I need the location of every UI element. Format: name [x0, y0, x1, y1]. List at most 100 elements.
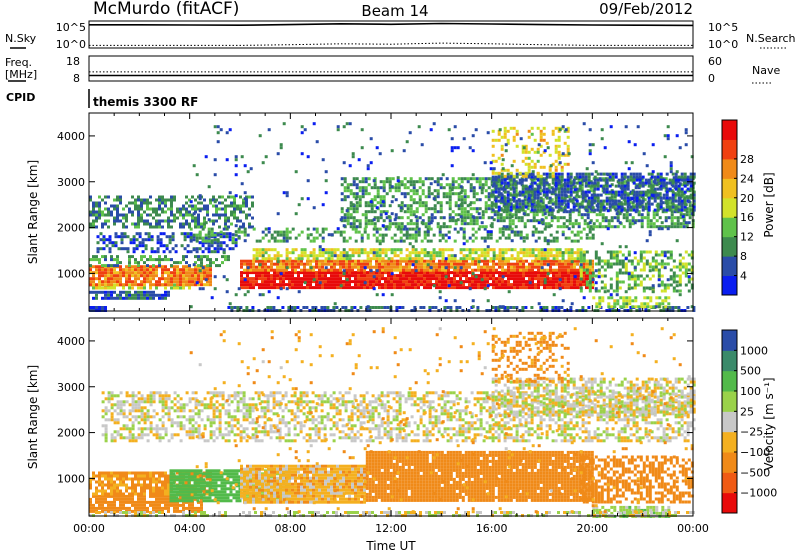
power-cell: [309, 274, 312, 278]
power-cell: [582, 277, 585, 281]
power-cell: [279, 265, 282, 269]
power-cell: [532, 213, 536, 217]
power-cell: [249, 271, 252, 275]
power-cell: [550, 213, 554, 217]
power-cell: [634, 299, 638, 303]
power-cell: [158, 207, 161, 211]
power-cell: [146, 296, 149, 300]
power-cell: [526, 204, 530, 208]
power-cell: [92, 306, 95, 309]
power-cell: [273, 283, 276, 287]
power-cell: [652, 222, 656, 226]
power-cell: [588, 283, 592, 287]
power-cell: [414, 262, 417, 266]
power-cell: [615, 283, 619, 287]
power-cell: [315, 277, 318, 281]
power-cell: [579, 248, 583, 252]
power-cell: [558, 274, 561, 278]
power-cell: [336, 274, 339, 278]
power-cell: [384, 262, 387, 266]
power-cell: [615, 262, 619, 266]
power-cell: [333, 271, 336, 275]
power-cell: [454, 213, 458, 217]
power-cell: [519, 277, 522, 281]
power-cell: [444, 286, 447, 290]
power-cell: [273, 280, 276, 284]
power-cell: [261, 257, 265, 261]
power-cell: [692, 172, 696, 176]
power-cell: [547, 210, 551, 214]
power-cell: [536, 159, 540, 163]
power-cell: [530, 181, 534, 185]
power-cell: [185, 280, 188, 284]
power-cell: [690, 277, 694, 281]
power-cell: [494, 199, 498, 203]
power-cell: [176, 265, 179, 269]
power-cell: [453, 283, 456, 287]
power-cell: [300, 257, 304, 261]
power-cell: [422, 306, 426, 309]
power-cell: [497, 132, 501, 136]
power-cell: [483, 271, 486, 275]
power-cell: [188, 286, 191, 290]
power-cell: [646, 225, 650, 229]
power-cell: [463, 210, 467, 214]
power-cell: [402, 227, 406, 231]
power-cell: [158, 258, 161, 262]
power-cell: [424, 225, 428, 229]
freq-left-tick-top: 18: [66, 55, 80, 68]
power-cell: [549, 239, 553, 243]
power-cell: [291, 259, 294, 263]
power-cell: [248, 207, 251, 211]
power-cell: [267, 239, 271, 243]
power-cell: [516, 233, 520, 237]
power-cell: [497, 138, 501, 142]
power-cell: [423, 265, 426, 269]
power-cell: [300, 268, 303, 272]
power-cell: [526, 207, 530, 211]
power-cell: [110, 210, 113, 214]
freq-right-tick-bottom: 0: [708, 72, 715, 85]
power-cell: [409, 222, 413, 226]
power-cell: [653, 208, 657, 212]
power-cell: [306, 286, 309, 290]
power-cell: [497, 190, 501, 194]
power-cell: [225, 232, 229, 236]
power-cell: [344, 306, 348, 309]
power-cell: [525, 259, 528, 263]
power-cell: [378, 262, 381, 266]
power-cell: [539, 178, 543, 182]
power-cell: [549, 265, 552, 269]
power-cell: [533, 138, 537, 142]
power-cell: [587, 190, 591, 194]
power-cell: [462, 230, 466, 234]
power-cell: [89, 222, 92, 226]
power-cell: [634, 210, 638, 214]
power-cell: [282, 230, 286, 234]
power-cell: [625, 210, 629, 214]
power-cell: [333, 274, 336, 278]
power-cell: [472, 222, 476, 226]
power-cell: [654, 268, 658, 272]
power-cell: [501, 251, 505, 255]
power-cell: [483, 268, 486, 272]
power-cell: [610, 305, 614, 309]
power-cell: [500, 162, 504, 166]
power-cell: [612, 289, 616, 293]
power-cell: [674, 205, 678, 209]
power-cell: [264, 257, 268, 261]
power-cell: [414, 230, 418, 234]
power-cell: [113, 271, 116, 275]
power-cell: [399, 251, 403, 255]
power-cell: [149, 195, 152, 199]
power-cell: [366, 233, 370, 237]
power-cell: [366, 283, 369, 287]
power-cell: [388, 222, 392, 226]
power-cell: [533, 205, 537, 209]
power-cell: [333, 251, 337, 255]
power-cell: [554, 193, 558, 197]
power-cell: [477, 283, 480, 287]
power-cell: [101, 290, 104, 294]
power-cell: [200, 280, 203, 284]
power-cell: [670, 213, 674, 217]
